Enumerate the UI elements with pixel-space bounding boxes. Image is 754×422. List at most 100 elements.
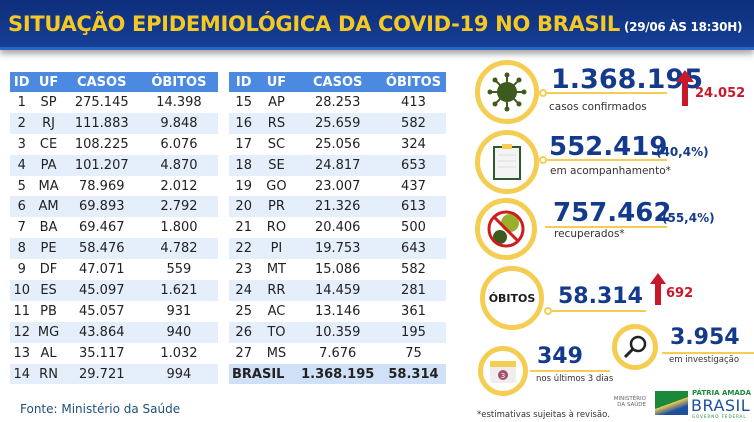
- virus-icon: [475, 60, 539, 124]
- column-header: CASOS: [63, 72, 140, 92]
- table-cell: 4.782: [139, 238, 218, 260]
- monitoring-label: em acompanhamento*: [550, 165, 671, 177]
- connector-line: [547, 159, 667, 161]
- connector-line: [662, 352, 754, 354]
- table-row: 26 TO 10.359 195: [229, 321, 446, 343]
- table-cell: 2: [10, 112, 34, 134]
- deaths-delta: 692: [666, 286, 694, 301]
- table-row: 27 MS 7.676 75: [229, 343, 446, 364]
- table-cell: 28.253: [314, 94, 361, 110]
- clipboard-icon: [475, 130, 539, 194]
- ministry-logo: MINISTÉRIO DA SAÚDE: [613, 396, 646, 408]
- states-table-right: ID UF CASOS ÓBITOS 15 AP 28.253 413 16 RS 25.659 58…: [229, 72, 446, 385]
- table-cell: DF: [39, 262, 58, 278]
- total-obitos: 58.314: [380, 363, 446, 385]
- table-cell: 559: [166, 262, 192, 278]
- table-cell: 4: [10, 154, 34, 176]
- connector-line: [552, 310, 646, 312]
- table-cell: 6.076: [160, 136, 198, 152]
- column-header: ID: [10, 72, 34, 92]
- table-cell: 24: [229, 280, 259, 301]
- table-cell: 1.800: [160, 220, 198, 236]
- table-cell: 19.753: [294, 238, 381, 260]
- table-cell: 5: [17, 178, 26, 194]
- total-row: BRASIL 1.368.195 58.314: [229, 363, 446, 385]
- table-cell: 45.057: [79, 303, 125, 319]
- column-header: UF: [33, 72, 64, 92]
- table-cell: 582: [380, 112, 446, 134]
- table-cell: MG: [33, 321, 64, 343]
- table-cell: 25.659: [294, 112, 381, 134]
- last3-value: 349: [537, 344, 583, 369]
- table-row: 12 MG 43.864 940: [10, 321, 218, 343]
- connector-dot: [539, 156, 547, 164]
- table-cell: AC: [267, 303, 286, 319]
- table-cell: 413: [401, 94, 426, 110]
- brasil-logo-mark: [655, 391, 688, 415]
- investigation-value: 3.954: [670, 325, 740, 350]
- brand-main: BRASIL: [691, 396, 751, 415]
- table-row: 13 AL 35.117 1.032: [10, 343, 218, 364]
- table-cell: SE: [258, 154, 295, 176]
- table-row: 25 AC 13.146 361: [229, 301, 446, 322]
- table-cell: 9: [17, 262, 26, 278]
- table-cell: MA: [38, 178, 59, 194]
- source-text: Fonte: Ministério da Saúde: [20, 402, 181, 416]
- page-title: SITUAÇÃO EPIDEMIOLÓGICA DA COVID-19 NO B…: [8, 12, 742, 36]
- total-label: BRASIL: [229, 363, 295, 385]
- table-cell: 6: [10, 196, 34, 218]
- table-cell: 281: [380, 280, 446, 301]
- table-cell: 47.071: [79, 262, 125, 278]
- brand-sub: GOVERNO FEDERAL: [692, 414, 747, 419]
- table-row: 18 SE 24.817 653: [229, 154, 446, 176]
- table-cell: PR: [258, 196, 295, 218]
- table-row: 14 RN 29.721 994: [10, 363, 218, 385]
- deaths-circle-label: ÓBITOS: [488, 291, 536, 305]
- arrow-up-icon: [650, 273, 666, 305]
- table-row: 15 AP 28.253 413: [229, 92, 446, 113]
- table-cell: PB: [40, 303, 57, 319]
- magnifier-icon: [612, 324, 658, 370]
- table-cell: 23: [235, 262, 252, 278]
- table-cell: 994: [139, 363, 218, 385]
- table-cell: 78.969: [79, 178, 125, 194]
- table-cell: 20.406: [314, 220, 361, 236]
- table-cell: 16: [229, 112, 259, 134]
- title-text: SITUAÇÃO EPIDEMIOLÓGICA DA COVID-19 NO B…: [8, 12, 620, 36]
- table-cell: 14: [10, 363, 34, 385]
- table-cell: 25.056: [314, 136, 361, 152]
- table-cell: BA: [39, 220, 58, 236]
- table-cell: 613: [380, 196, 446, 218]
- confirmed-value: 1.368.195: [551, 64, 704, 95]
- arrow-up-icon: [676, 70, 694, 106]
- table-cell: AL: [40, 345, 57, 361]
- table-row: 21 RO 20.406 500: [229, 217, 446, 238]
- table-row: 3 CE 108.225 6.076: [10, 134, 218, 155]
- table-cell: RO: [266, 220, 287, 236]
- table-cell: 3: [17, 136, 26, 152]
- table-cell: ES: [33, 280, 64, 301]
- table-cell: 101.207: [63, 154, 140, 176]
- table-cell: 24.817: [294, 154, 381, 176]
- investigation-label: em investigação: [669, 355, 740, 365]
- brand-top: PÁTRIA AMADA: [692, 389, 752, 397]
- timestamp: (29/06 ÀS 18:30H): [623, 20, 743, 34]
- monitoring-value: 552.419: [549, 132, 668, 162]
- calendar-badge: 3: [501, 372, 505, 380]
- column-header: UF: [258, 72, 295, 92]
- table-cell: SC: [267, 136, 286, 152]
- calendar-icon: 3: [478, 346, 528, 396]
- table-cell: 1.032: [160, 345, 198, 361]
- table-row: 4 PA 101.207 4.870: [10, 154, 218, 176]
- monitoring-percent: (40,4%): [656, 145, 709, 159]
- table-cell: 940: [139, 321, 218, 343]
- table-cell: 27: [235, 345, 252, 361]
- table-cell: 45.097: [63, 280, 140, 301]
- deaths-circle: ÓBITOS: [480, 266, 544, 330]
- table-cell: 12: [10, 321, 34, 343]
- table-cell: 14.459: [294, 280, 381, 301]
- table-cell: 14.398: [156, 94, 202, 110]
- table-cell: 653: [380, 154, 446, 176]
- table-cell: 4.870: [139, 154, 218, 176]
- table-cell: RJ: [33, 112, 64, 134]
